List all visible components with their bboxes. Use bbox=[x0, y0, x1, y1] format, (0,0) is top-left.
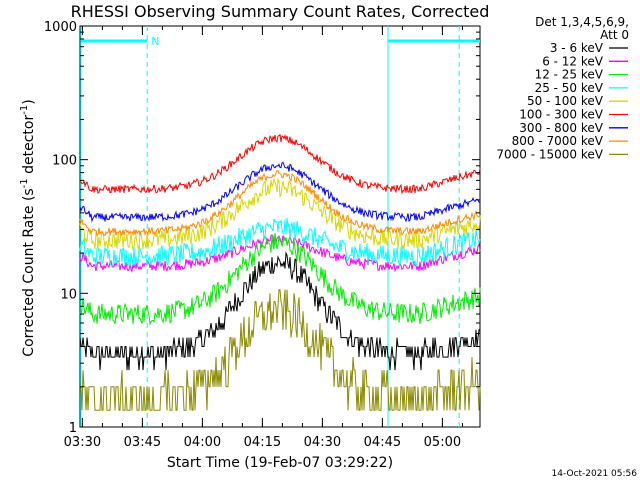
y-axis-label-end: ) bbox=[21, 99, 37, 104]
y-tick-label: 100 bbox=[52, 154, 77, 169]
series-line-4 bbox=[79, 178, 481, 252]
y-axis-label-mid: detector bbox=[21, 115, 37, 179]
x-axis: 03:30 03:45 04:00 04:15 04:30 04:45 05:00 bbox=[64, 26, 463, 450]
legend-label: 300 - 800 keV bbox=[519, 121, 603, 135]
legend-label: 12 - 25 keV bbox=[535, 68, 604, 82]
legend-label: 50 - 100 keV bbox=[527, 94, 604, 108]
legend-label: 100 - 300 keV bbox=[519, 108, 603, 122]
series-line-6 bbox=[79, 161, 481, 223]
night-bar-label: N bbox=[151, 35, 159, 48]
plot-frame bbox=[79, 25, 481, 428]
x-tick-label: 03:30 bbox=[64, 435, 101, 450]
y-tick-label: 1 bbox=[69, 421, 77, 436]
y-axis-label: Corrected Count Rate (s-1 detector-1) bbox=[19, 99, 37, 356]
x-tick-label: 04:30 bbox=[304, 435, 341, 450]
x-axis-label: Start Time (19-Feb-07 03:29:22) bbox=[167, 455, 393, 471]
y-axis-label-sup1: -1 bbox=[19, 178, 30, 188]
legend-label: 800 - 7000 keV bbox=[512, 134, 604, 148]
x-tick-label: 05:00 bbox=[424, 435, 461, 450]
y-axis: 1 10 100 1000 bbox=[44, 20, 480, 436]
x-tick-label: 03:45 bbox=[124, 435, 161, 450]
x-tick-label: 04:45 bbox=[364, 435, 401, 450]
y-tick-label: 10 bbox=[60, 287, 77, 302]
series-line-7 bbox=[79, 170, 481, 237]
series-line-5 bbox=[79, 133, 481, 195]
legend-label: 6 - 12 keV bbox=[542, 54, 604, 68]
series-line-2 bbox=[79, 233, 481, 326]
series-group bbox=[79, 133, 481, 411]
x-tick-label: 04:15 bbox=[244, 435, 281, 450]
series-line-0 bbox=[79, 251, 480, 371]
series-line-3 bbox=[79, 217, 481, 267]
legend-label: 3 - 6 keV bbox=[550, 41, 604, 55]
legend-label: 7000 - 15000 keV bbox=[496, 147, 603, 161]
legend-header-line2: Att 0 bbox=[600, 28, 629, 42]
y-axis-label-sup2: -1 bbox=[19, 105, 30, 115]
y-axis-label-main: Corrected Count Rate (s bbox=[21, 188, 37, 356]
series-line-8 bbox=[80, 289, 481, 411]
x-tick-label: 04:00 bbox=[184, 435, 221, 450]
y-tick-label: 1000 bbox=[44, 20, 77, 35]
legend-label: 25 - 50 keV bbox=[535, 81, 604, 95]
night-bars: N bbox=[80, 35, 480, 48]
legend-header-line1: Det 1,3,4,5,6,9, bbox=[535, 15, 629, 29]
footer-date: 14-Oct-2021 05:56 bbox=[552, 469, 638, 479]
chart-title: RHESSI Observing Summary Count Rates, Co… bbox=[71, 2, 490, 21]
